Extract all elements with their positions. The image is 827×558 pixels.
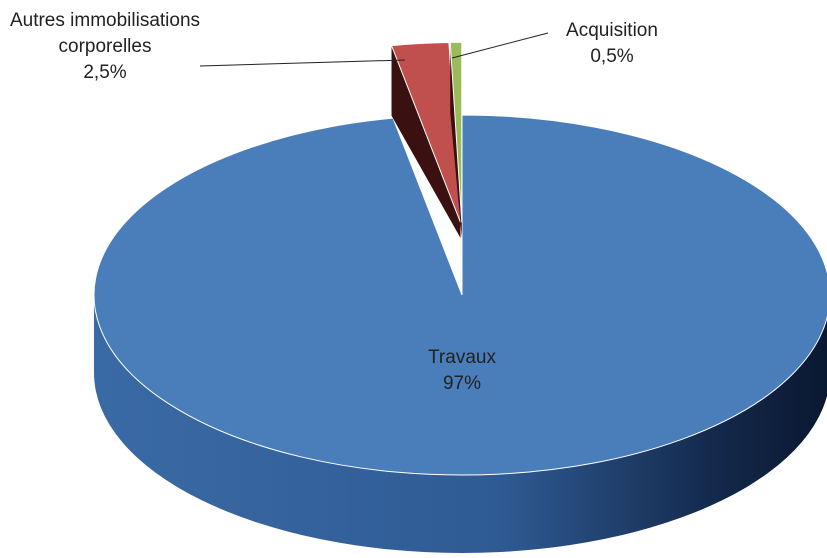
leader-line bbox=[451, 32, 549, 59]
slice bbox=[390, 41, 461, 223]
category-label: Travaux bbox=[428, 347, 496, 368]
slice-label: Autres immobilisations corporelles 2,5% bbox=[5, 8, 205, 86]
slice-label: Travaux 97% bbox=[382, 345, 542, 397]
slice-side bbox=[391, 45, 461, 238]
slice-label: Acquisition 0,5% bbox=[542, 18, 682, 70]
leader-line bbox=[199, 59, 406, 67]
slices bbox=[93, 41, 827, 553]
category-label: Acquisition bbox=[566, 20, 658, 41]
category-label: Autres immobilisations corporelles bbox=[9, 10, 201, 57]
value-label: 0,5% bbox=[590, 46, 634, 67]
value-label: 97% bbox=[442, 373, 482, 394]
slice bbox=[449, 41, 463, 223]
value-label: 2,5% bbox=[83, 62, 127, 83]
slice-side bbox=[94, 295, 827, 553]
slice bbox=[93, 114, 827, 476]
